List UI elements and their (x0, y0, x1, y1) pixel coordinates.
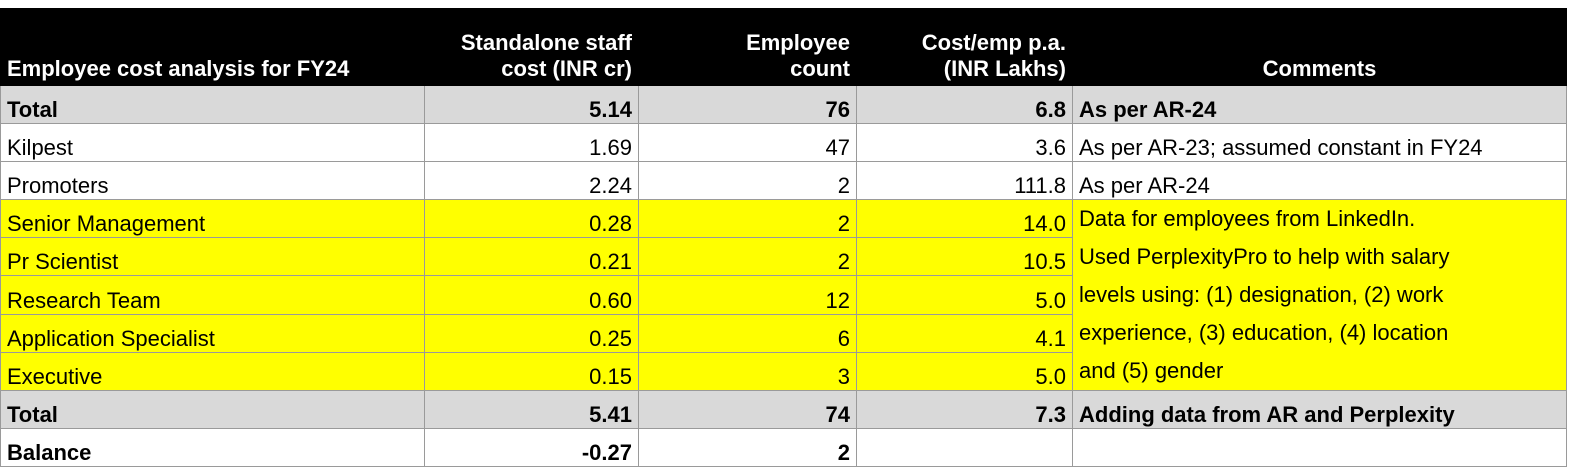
row-cost[interactable]: 0.60 (424, 275, 639, 315)
header-staff-cost[interactable]: Standalone staff cost (INR cr) (424, 8, 639, 86)
merged-comment-line: levels using: (1) designation, (2) work (1079, 282, 1444, 307)
employee-cost-table: Employee cost analysis for FY24 Standalo… (0, 8, 1567, 467)
row-comment[interactable] (1072, 428, 1567, 467)
row-cost[interactable]: -0.27 (424, 428, 639, 467)
header-title[interactable]: Employee cost analysis for FY24 (0, 8, 425, 86)
row-cost[interactable]: 0.15 (424, 351, 639, 392)
row-per-emp[interactable]: 111.8 (856, 161, 1073, 200)
table-row-balance: Balance -0.27 2 (0, 428, 1567, 467)
header-row: Employee cost analysis for FY24 Standalo… (0, 8, 1567, 86)
row-per-emp[interactable]: 4.1 (856, 313, 1073, 353)
row-count[interactable]: 2 (638, 428, 857, 467)
row-cost[interactable]: 0.25 (424, 313, 639, 353)
row-per-emp[interactable]: 5.0 (856, 275, 1073, 315)
header-cost-per-emp-line2: (INR Lakhs) (943, 56, 1066, 81)
row-cost[interactable]: 0.21 (424, 237, 639, 277)
row-label[interactable]: Balance (0, 428, 425, 467)
table-row-total-combined: Total 5.41 74 7.3 Adding data from AR an… (0, 390, 1567, 429)
header-staff-cost-line2: cost (INR cr) (501, 56, 632, 81)
header-employee-count-line2: count (790, 56, 850, 81)
row-count[interactable]: 74 (638, 390, 857, 429)
row-comment[interactable]: As per AR-23; assumed constant in FY24 (1072, 123, 1567, 162)
row-per-emp[interactable]: 7.3 (856, 390, 1073, 429)
row-label[interactable]: Pr Scientist (0, 237, 425, 277)
table-row-application-specialist: Application Specialist 0.25 6 4.1 (0, 313, 1567, 353)
row-cost[interactable]: 0.28 (424, 198, 639, 239)
row-count[interactable]: 6 (638, 313, 857, 353)
merged-comment-line: Used PerplexityPro to help with salary (1079, 244, 1450, 269)
row-comment[interactable]: As per AR-24 (1072, 85, 1567, 124)
table-row-kilpest: Kilpest 1.69 47 3.6 As per AR-23; assume… (0, 123, 1567, 162)
row-label[interactable]: Total (0, 85, 425, 124)
row-per-emp[interactable]: 6.8 (856, 85, 1073, 124)
table-row-total: Total 5.14 76 6.8 As per AR-24 (0, 85, 1567, 124)
row-label[interactable]: Research Team (0, 275, 425, 315)
header-employee-count[interactable]: Employee count (638, 8, 857, 86)
row-cost[interactable]: 2.24 (424, 161, 639, 200)
row-per-emp[interactable]: 10.5 (856, 237, 1073, 277)
row-count[interactable]: 2 (638, 237, 857, 277)
header-staff-cost-line1: Standalone staff (460, 30, 632, 55)
row-label[interactable]: Promoters (0, 161, 425, 200)
row-cost[interactable]: 5.41 (424, 390, 639, 429)
table-row-research-team: Research Team 0.60 12 5.0 (0, 275, 1567, 315)
row-cost[interactable]: 5.14 (424, 85, 639, 124)
row-label[interactable]: Kilpest (0, 123, 425, 162)
row-count[interactable]: 2 (638, 198, 857, 239)
row-count[interactable]: 2 (638, 161, 857, 200)
merged-comment-cell[interactable]: Data for employees from LinkedIn. Used P… (1072, 199, 1567, 391)
row-comment[interactable]: Adding data from AR and Perplexity (1072, 390, 1567, 429)
row-label[interactable]: Application Specialist (0, 313, 425, 353)
row-label[interactable]: Executive (0, 351, 425, 392)
row-count[interactable]: 12 (638, 275, 857, 315)
row-per-emp[interactable]: 3.6 (856, 123, 1073, 162)
row-count[interactable]: 3 (638, 351, 857, 392)
merged-comment-line: and (5) gender (1079, 358, 1224, 383)
header-employee-count-line1: Employee (746, 30, 850, 55)
row-per-emp[interactable]: 14.0 (856, 198, 1073, 239)
table-row-promoters: Promoters 2.24 2 111.8 As per AR-24 (0, 161, 1567, 200)
row-comment[interactable]: As per AR-24 (1072, 161, 1567, 200)
row-label[interactable]: Senior Management (0, 198, 425, 239)
row-per-emp[interactable]: 5.0 (856, 351, 1073, 392)
row-cost[interactable]: 1.69 (424, 123, 639, 162)
table-row-senior-management: Senior Management 0.28 2 14.0 Data for e… (0, 198, 1567, 391)
row-count[interactable]: 76 (638, 85, 857, 124)
header-cost-per-emp[interactable]: Cost/emp p.a. (INR Lakhs) (856, 8, 1073, 86)
merged-comment-line: Data for employees from LinkedIn. (1079, 206, 1416, 231)
merged-comment-line: experience, (3) education, (4) location (1079, 320, 1449, 345)
header-cost-per-emp-line1: Cost/emp p.a. (921, 30, 1066, 55)
table-row-pr-scientist: Pr Scientist 0.21 2 10.5 (0, 237, 1567, 277)
row-per-emp[interactable] (856, 428, 1073, 467)
row-count[interactable]: 47 (638, 123, 857, 162)
row-label[interactable]: Total (0, 390, 425, 429)
table-row-executive: Executive 0.15 3 5.0 (0, 351, 1567, 392)
header-comments[interactable]: Comments (1072, 8, 1567, 86)
